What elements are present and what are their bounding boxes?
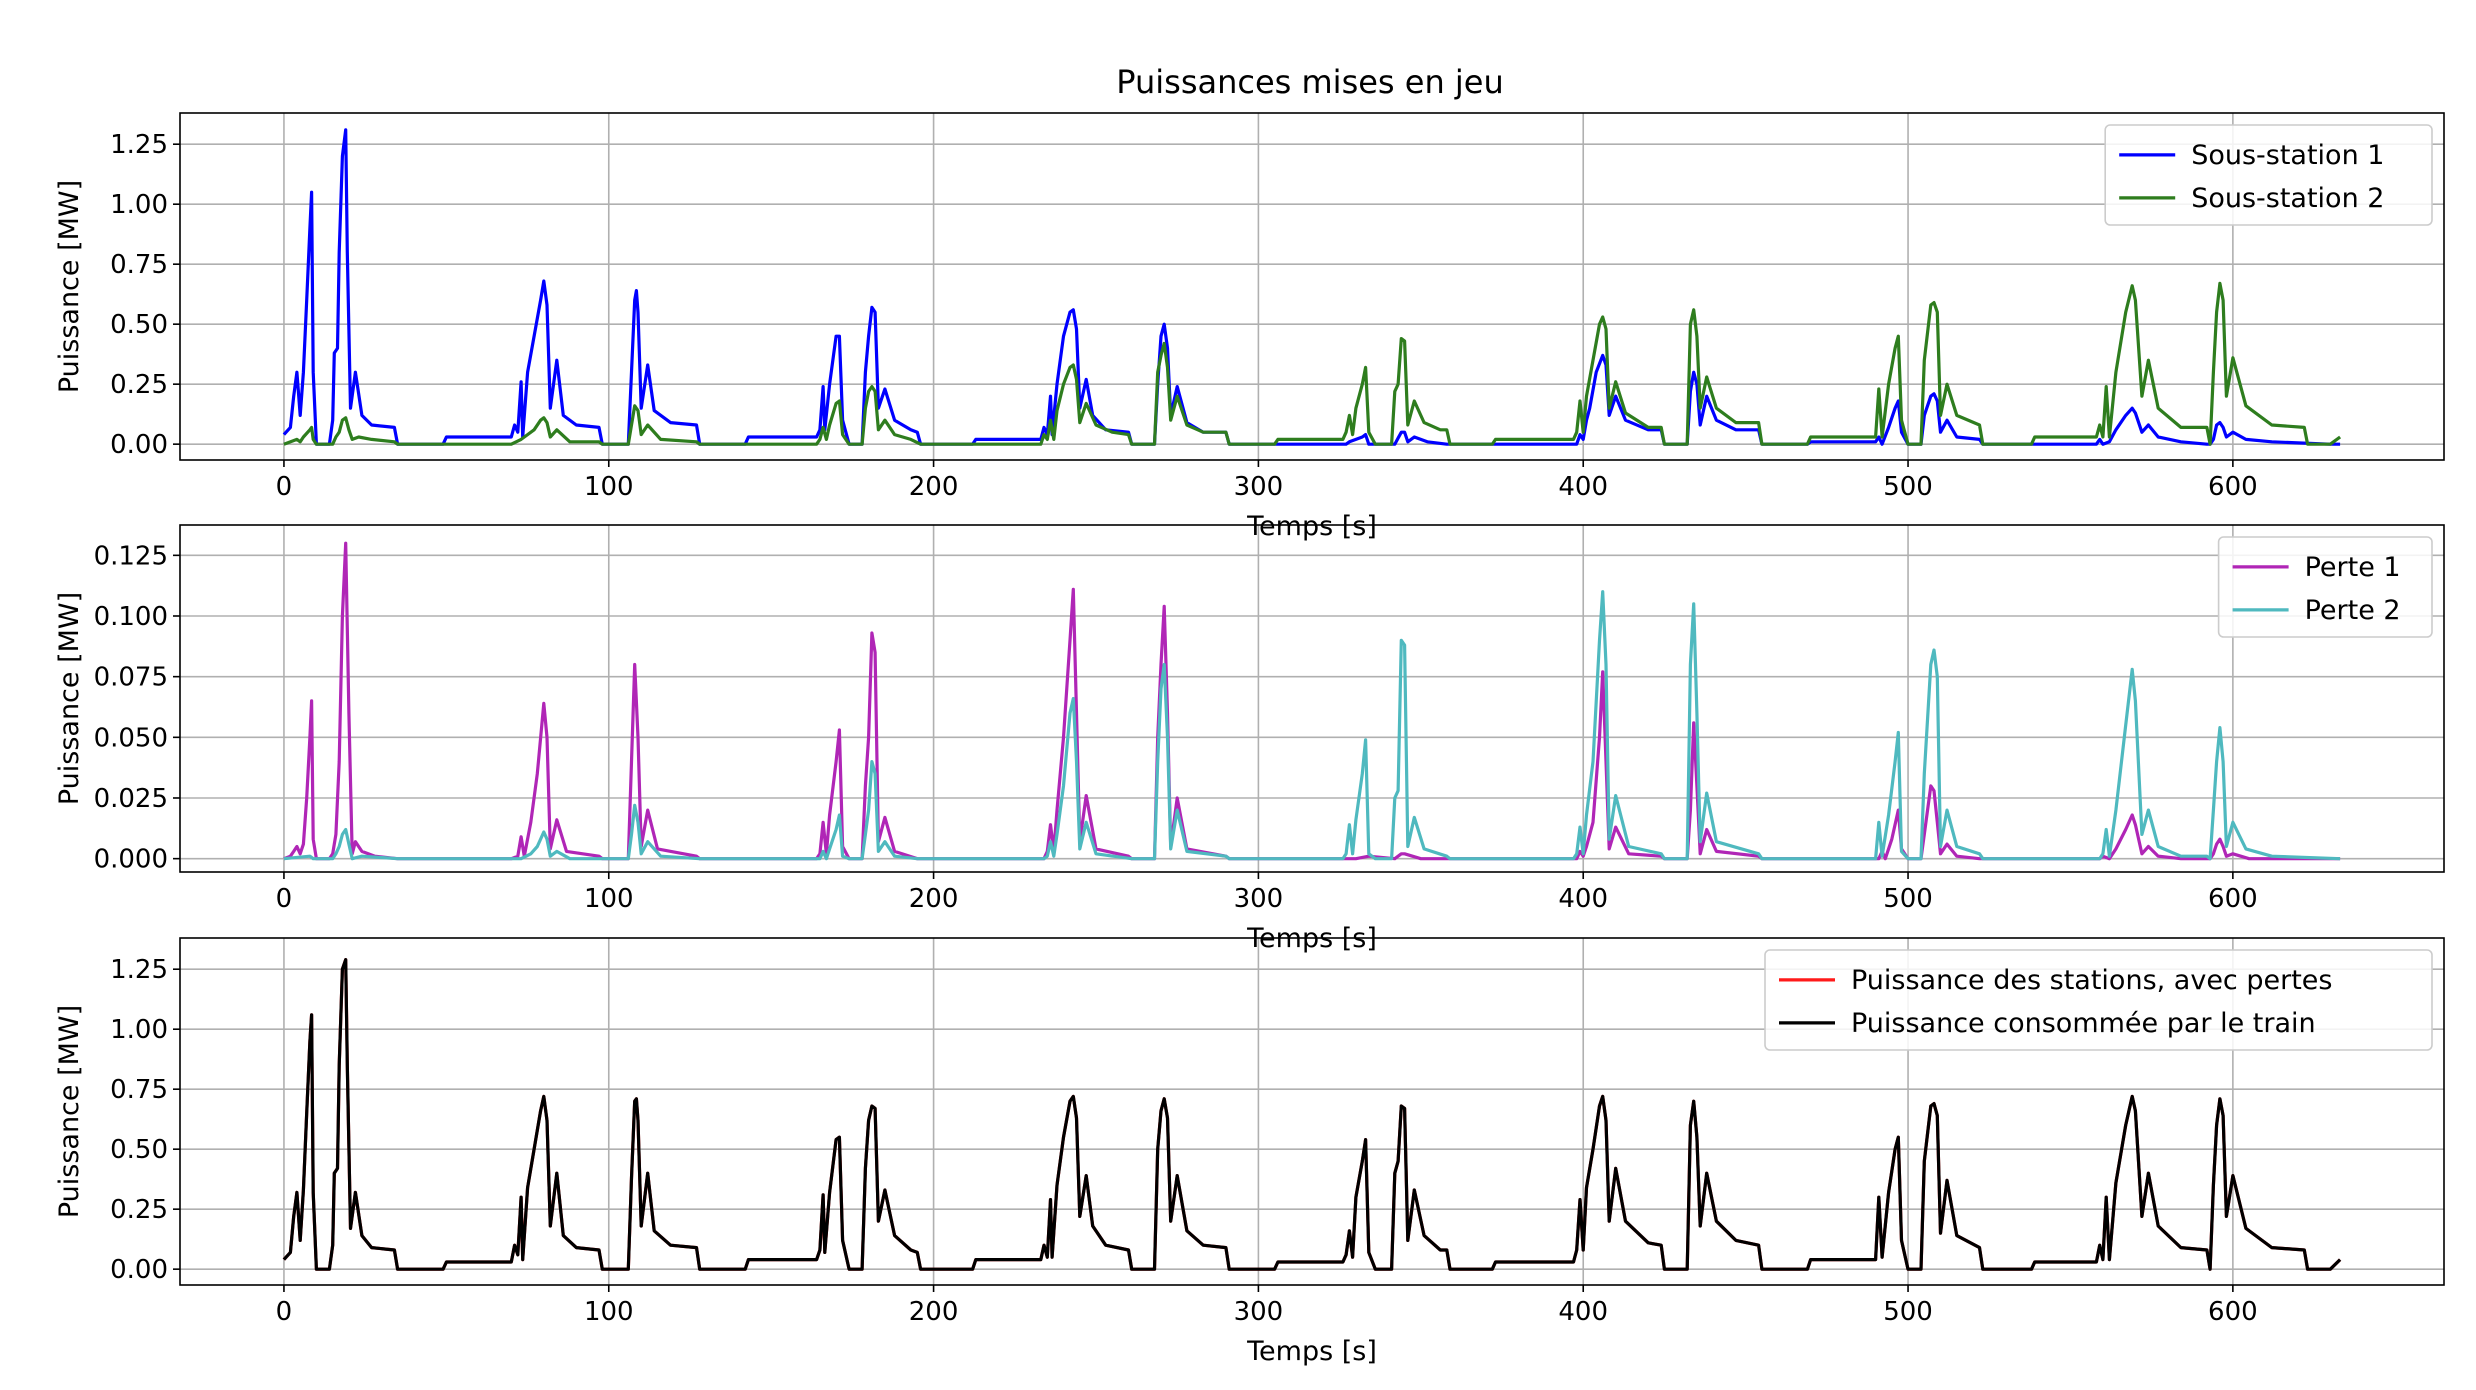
x-axis-label: Temps [s] <box>1246 1336 1377 1367</box>
legend-box <box>1764 949 2433 1051</box>
legend-label: Puissance consommée par le train <box>1851 1008 2316 1039</box>
series-line-2 <box>283 281 2342 446</box>
subplot-train-power: 0 100 200 300 400 500 600 0.00 0.25 0.50 0.75 1.00 1… <box>54 937 2445 1367</box>
x-tick-label: 100 <box>584 1297 634 1327</box>
axes-frame <box>179 937 2445 1286</box>
subplot-substation-power: 0 100 200 300 400 500 600 0.00 0.25 0.50 0.75 1.00 1… <box>54 112 2445 542</box>
x-tick-label: 0 <box>276 472 293 502</box>
x-tick-label: 400 <box>1558 472 1608 502</box>
y-tick-label: 0.50 <box>110 1135 168 1165</box>
legend-label: Perte 2 <box>2305 595 2401 626</box>
y-axis-label: Puissance [MW] <box>54 180 85 393</box>
x-tick-label: 200 <box>909 884 959 914</box>
legend: Perte 1 Perte 2 <box>2217 536 2433 638</box>
y-tick-label: 1.25 <box>110 955 168 985</box>
x-tick-label: 0 <box>276 884 293 914</box>
y-tick-label: 0.100 <box>94 602 168 632</box>
series-line-1 <box>282 128 2341 446</box>
x-axis-label: Temps [s] <box>1246 511 1377 542</box>
x-tick-label: 200 <box>909 472 959 502</box>
legend-label: Perte 1 <box>2305 552 2401 583</box>
x-tick-label: 100 <box>584 884 634 914</box>
x-tick-label: 600 <box>2208 884 2258 914</box>
legend: Puissance des stations, avec pertes Puiss… <box>1764 949 2433 1051</box>
x-tick-label: 600 <box>2208 472 2258 502</box>
y-tick-label: 1.00 <box>110 190 168 220</box>
x-tick-label: 400 <box>1558 884 1608 914</box>
y-tick-label: 0.075 <box>94 663 168 693</box>
y-tick-label: 0.00 <box>110 1255 168 1285</box>
y-tick-label: 0.25 <box>110 1195 168 1225</box>
subplot-losses: 0 100 200 300 400 500 600 0.000 0.025 0.050 0.075 0… <box>54 524 2445 954</box>
legend: Sous-station 1 Sous-station 2 <box>2104 124 2433 226</box>
y-tick-label: 1.25 <box>110 130 168 160</box>
x-tick-label: 500 <box>1883 884 1933 914</box>
x-tick-label: 200 <box>909 1297 959 1327</box>
y-tick-label: 0.050 <box>94 723 168 753</box>
legend-label: Sous-station 1 <box>2191 140 2384 171</box>
y-tick-label: 0.25 <box>110 370 168 400</box>
x-tick-label: 600 <box>2208 1297 2258 1327</box>
x-tick-label: 400 <box>1558 1297 1608 1327</box>
axes-frame <box>179 112 2445 461</box>
x-tick-label: 500 <box>1883 472 1933 502</box>
x-tick-label: 300 <box>1234 884 1284 914</box>
y-tick-label: 0.50 <box>110 310 168 340</box>
y-tick-label: 0.000 <box>94 845 168 875</box>
x-tick-label: 300 <box>1234 472 1284 502</box>
series-line-2 <box>283 590 2341 861</box>
y-tick-label: 0.125 <box>94 541 168 571</box>
x-tick-label: 0 <box>276 1297 293 1327</box>
legend-label: Sous-station 2 <box>2191 183 2384 214</box>
x-tick-label: 100 <box>584 472 634 502</box>
axes-frame <box>179 524 2445 873</box>
y-tick-label: 0.75 <box>110 1075 168 1105</box>
y-tick-label: 0.00 <box>110 430 168 460</box>
legend-box <box>2217 536 2433 638</box>
y-tick-label: 0.025 <box>94 784 168 814</box>
x-tick-label: 500 <box>1883 1297 1933 1327</box>
figure-title: Puissances mises en jeu <box>1116 63 1504 101</box>
series-line-2 <box>282 958 2342 1271</box>
legend-label: Puissance des stations, avec pertes <box>1851 965 2332 996</box>
x-tick-label: 300 <box>1234 1297 1284 1327</box>
y-axis-label: Puissance [MW] <box>54 1005 85 1218</box>
y-tick-label: 1.00 <box>110 1015 168 1045</box>
legend-box <box>2104 124 2433 226</box>
y-axis-label: Puissance [MW] <box>54 592 85 805</box>
y-tick-label: 0.75 <box>110 250 168 280</box>
